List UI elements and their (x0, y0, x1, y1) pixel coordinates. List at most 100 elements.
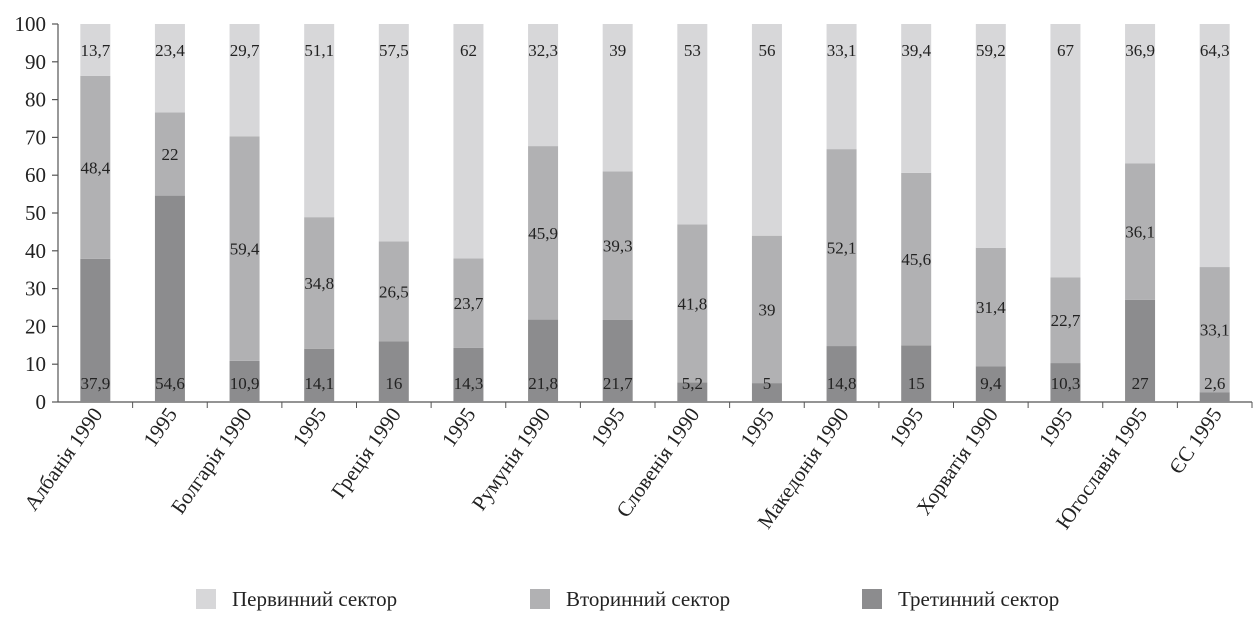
value-label: 37,9 (80, 374, 110, 393)
value-label: 14,8 (827, 374, 857, 393)
y-tick-label: 100 (15, 12, 47, 36)
value-label: 36,9 (1125, 41, 1155, 60)
value-label: 57,5 (379, 41, 409, 60)
bar-segment (229, 360, 260, 402)
bar-segment (826, 24, 857, 150)
x-category-label: 1995 (138, 403, 182, 451)
value-label: 22 (161, 145, 178, 164)
bar-segment (677, 24, 708, 225)
bar-segment (677, 382, 708, 402)
legend-label: Вторинний сектор (566, 587, 730, 611)
bar-segment (1125, 24, 1156, 164)
value-label: 62 (460, 41, 477, 60)
value-label: 67 (1057, 41, 1075, 60)
value-label: 32,3 (528, 41, 558, 60)
bar-segment (528, 319, 559, 402)
bar-segment (901, 24, 932, 173)
legend: Первинний сектор Вторинний сектор Третинни… (196, 587, 1059, 611)
value-label: 13,7 (80, 41, 110, 60)
bar-segment (528, 146, 559, 320)
value-label: 59,4 (230, 240, 260, 259)
bar-segment (1199, 267, 1230, 393)
value-label: 41,8 (677, 294, 707, 313)
value-label: 39 (609, 41, 626, 60)
bar-segment (1125, 163, 1156, 300)
bar-segment (229, 136, 260, 361)
x-category-label: Греція 1990 (326, 403, 406, 502)
y-tick-label: 70 (25, 125, 46, 149)
y-tick-label: 50 (25, 201, 46, 225)
value-label: 14,3 (454, 374, 484, 393)
value-label: 34,8 (304, 274, 334, 293)
value-label: 22,7 (1051, 311, 1081, 330)
value-label: 64,3 (1200, 41, 1230, 60)
x-category-label: 1995 (437, 403, 481, 451)
bar-segment (453, 258, 484, 348)
bar-segment (975, 366, 1006, 402)
bar-segment (80, 75, 111, 259)
value-label: 39,4 (901, 41, 931, 60)
bar-segment (826, 149, 857, 347)
value-label: 53 (684, 41, 701, 60)
axes: 0 10 20 30 40 50 60 70 80 90 100 (15, 12, 1253, 414)
bar-segment (1199, 24, 1230, 268)
y-tick-label: 60 (25, 163, 46, 187)
bar-segment (826, 346, 857, 402)
bar-segment (975, 24, 1006, 248)
bar-segment (975, 247, 1006, 367)
bar-segment (677, 224, 708, 383)
value-label: 45,6 (901, 250, 931, 269)
value-label: 59,2 (976, 41, 1006, 60)
x-category-label: 1995 (288, 403, 332, 451)
x-category-label: 1995 (1034, 403, 1078, 451)
legend-swatch (862, 589, 882, 609)
value-label: 21,8 (528, 374, 558, 393)
value-label: 54,6 (155, 374, 185, 393)
bar-segment (602, 319, 633, 402)
y-tick-label: 10 (25, 352, 46, 376)
value-label: 10,3 (1051, 374, 1081, 393)
value-label: 9,4 (980, 374, 1002, 393)
bar-segment (378, 341, 409, 402)
bar-segment (751, 24, 782, 236)
bar-segment (1199, 392, 1230, 402)
bar-segment (80, 258, 111, 402)
value-label: 29,7 (230, 41, 260, 60)
bar-segment (1050, 277, 1081, 364)
x-category-label: Румунія 1990 (467, 403, 555, 515)
bar-segment (378, 24, 409, 242)
value-label: 33,1 (827, 41, 857, 60)
bar-segment (1050, 24, 1081, 278)
x-category-label: 1995 (735, 403, 779, 451)
value-label: 5,2 (682, 374, 703, 393)
legend-label: Третинний сектор (898, 587, 1059, 611)
value-label: 51,1 (304, 41, 334, 60)
value-label: 23,7 (454, 294, 484, 313)
value-label: 5 (763, 374, 772, 393)
bar-segment (901, 172, 932, 346)
bar-segment (229, 24, 260, 137)
bar-segment (453, 24, 484, 259)
value-label: 45,9 (528, 224, 558, 243)
bar-segment (378, 241, 409, 342)
bar-segment (453, 347, 484, 402)
bar-segment (154, 112, 185, 196)
bars (80, 24, 1230, 402)
value-label: 39,3 (603, 237, 633, 256)
value-label: 27 (1132, 374, 1150, 393)
x-category-label: ЄС 1995 (1164, 403, 1227, 478)
x-category-label: 1995 (586, 403, 630, 451)
value-label: 10,9 (230, 374, 260, 393)
value-label: 56 (758, 41, 775, 60)
y-tick-label: 90 (25, 50, 46, 74)
value-label: 14,1 (304, 374, 334, 393)
value-labels: 37,948,413,754,62223,410,959,429,714,134… (80, 41, 1229, 393)
value-label: 15 (908, 374, 925, 393)
bar-segment (154, 195, 185, 402)
value-label: 39 (758, 300, 775, 319)
bar-segment (602, 171, 633, 320)
bar-segment (1125, 299, 1156, 402)
bar-segment (154, 24, 185, 113)
